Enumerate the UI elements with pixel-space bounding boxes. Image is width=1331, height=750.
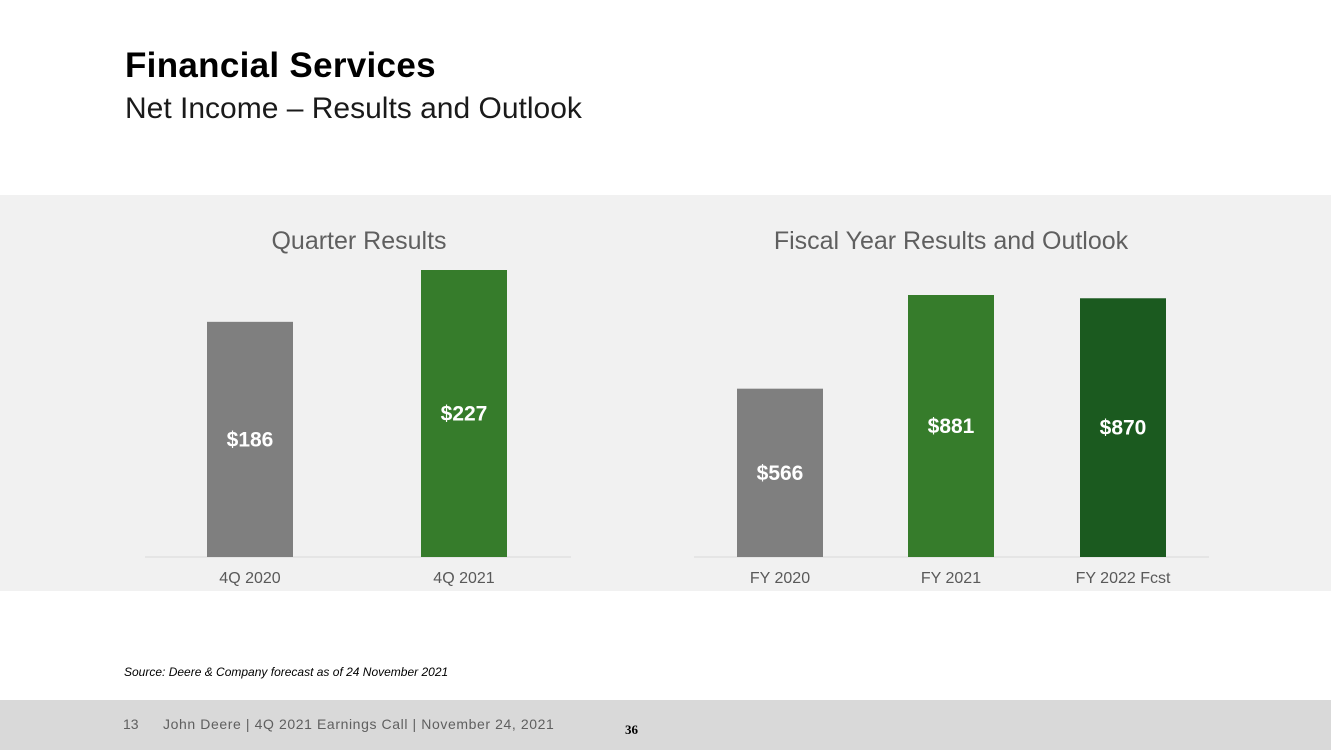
fiscal-value-label-3: $870: [1100, 417, 1147, 440]
fiscal-bar-3: [1080, 298, 1166, 557]
fiscal-value-label-1: $566: [757, 462, 804, 485]
quarter-bar-1: [207, 321, 293, 557]
quarter-chart-title: Quarter Results: [271, 227, 446, 255]
fiscal-bars: $566 FY 2020 $881 FY 2021 $870 FY 2022 Fcst: [737, 295, 1171, 587]
quarter-bar-2: [421, 270, 507, 557]
fiscal-tick-label-3: FY 2022 Fcst: [1076, 570, 1171, 587]
footer-text: John Deere | 4Q 2021 Earnings Call | Nov…: [163, 716, 555, 732]
quarter-tick-label-1: 4Q 2020: [219, 570, 280, 587]
footer-bar: 13 John Deere | 4Q 2021 Earnings Call | …: [0, 700, 1331, 750]
page-subtitle: Net Income – Results and Outlook: [125, 92, 582, 125]
fiscal-chart-title: Fiscal Year Results and Outlook: [774, 227, 1129, 255]
quarter-chart: Quarter Results $186 4Q 2020 $227 4Q 2021: [145, 227, 571, 587]
fiscal-value-label-2: $881: [928, 415, 975, 438]
quarter-value-label-2: $227: [441, 403, 488, 426]
fiscal-bar-2: [908, 295, 994, 557]
footer-page-number: 13: [123, 716, 139, 732]
quarter-value-label-1: $186: [227, 428, 274, 451]
fiscal-tick-label-1: FY 2020: [750, 570, 810, 587]
quarter-bars: $186 4Q 2020 $227 4Q 2021: [207, 270, 507, 587]
fiscal-tick-label-2: FY 2021: [921, 570, 981, 587]
fiscal-bar-1: [737, 388, 823, 557]
fiscal-chart: Fiscal Year Results and Outlook $566 FY 2…: [694, 227, 1209, 587]
quarter-tick-label-2: 4Q 2021: [433, 570, 494, 587]
footer-stamp: 36: [625, 722, 638, 737]
charts-area: Quarter Results $186 4Q 2020 $227 4Q 2021 F…: [145, 227, 1209, 587]
page-title: Financial Services: [125, 46, 436, 85]
source-note: Source: Deere & Company forecast as of 2…: [124, 665, 449, 679]
